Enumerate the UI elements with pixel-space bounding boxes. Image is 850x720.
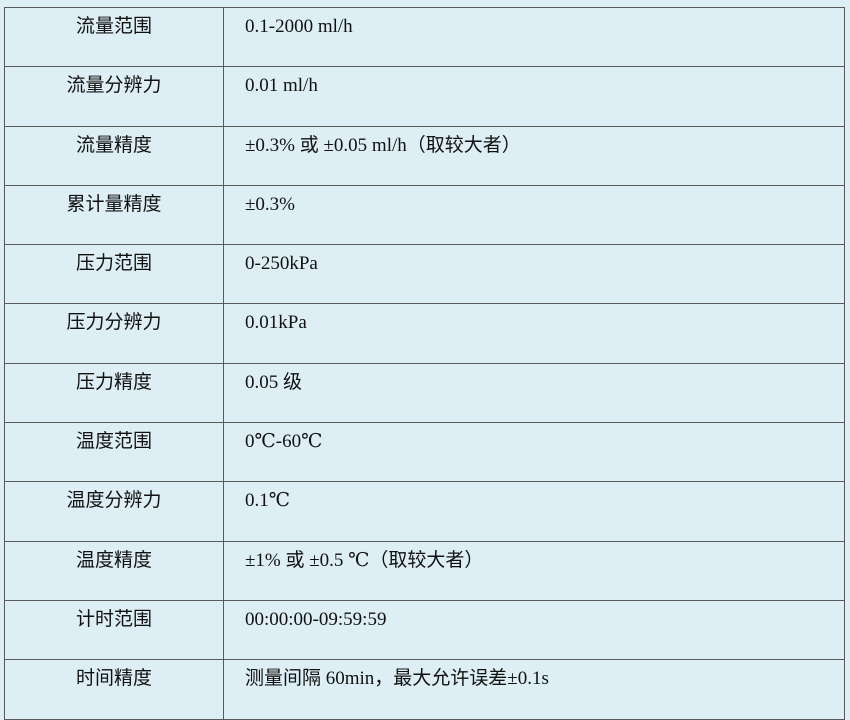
spec-value: 0-250kPa: [223, 244, 845, 305]
table-row: 时间精度 测量间隔 60min，最大允许误差±0.1s: [4, 659, 845, 720]
spec-label: 温度分辨力: [4, 481, 224, 542]
spec-label: 累计量精度: [4, 184, 224, 246]
spec-value: 00:00:00-09:59:59: [223, 599, 845, 661]
spec-value: ±0.3% 或 ±0.05 ml/h（取较大者）: [223, 125, 845, 186]
table-row: 压力范围 0-250kPa: [4, 244, 845, 305]
spec-value: 0.1℃: [223, 481, 845, 542]
spec-label: 温度精度: [4, 540, 224, 601]
table-row: 温度精度 ±1% 或 ±0.5 ℃（取较大者）: [4, 540, 845, 601]
spec-label: 流量分辨力: [4, 66, 224, 127]
spec-value: ±1% 或 ±0.5 ℃（取较大者）: [223, 540, 845, 601]
spec-label: 时间精度: [4, 659, 224, 720]
spec-value: 0.1-2000 ml/h: [223, 6, 845, 68]
spec-value: 0.01 ml/h: [223, 66, 845, 127]
table-row: 计时范围 00:00:00-09:59:59: [4, 599, 845, 661]
spec-value: ±0.3%: [223, 184, 845, 246]
spec-table: 流量范围 0.1-2000 ml/h 流量分辨力 0.01 ml/h 流量精度 ±0.3%…: [4, 6, 845, 720]
table-row: 累计量精度 ±0.3%: [4, 184, 845, 246]
spec-value: 0.01kPa: [223, 303, 845, 364]
spec-label: 流量精度: [4, 125, 224, 186]
spec-label: 压力精度: [4, 362, 224, 424]
table-row: 流量精度 ±0.3% 或 ±0.05 ml/h（取较大者）: [4, 125, 845, 186]
spec-label: 计时范围: [4, 599, 224, 661]
spec-label: 温度范围: [4, 422, 224, 483]
table-row: 温度分辨力 0.1℃: [4, 481, 845, 542]
table-row: 压力精度 0.05 级: [4, 362, 845, 424]
spec-value: 测量间隔 60min，最大允许误差±0.1s: [223, 659, 845, 720]
spec-label: 压力范围: [4, 244, 224, 305]
table-row: 流量范围 0.1-2000 ml/h: [4, 6, 845, 68]
spec-value: 0.05 级: [223, 362, 845, 424]
table-row: 压力分辨力 0.01kPa: [4, 303, 845, 364]
spec-label: 压力分辨力: [4, 303, 224, 364]
table-row: 流量分辨力 0.01 ml/h: [4, 66, 845, 127]
spec-value: 0℃-60℃: [223, 422, 845, 483]
table-row: 温度范围 0℃-60℃: [4, 422, 845, 483]
spec-label: 流量范围: [4, 6, 224, 68]
